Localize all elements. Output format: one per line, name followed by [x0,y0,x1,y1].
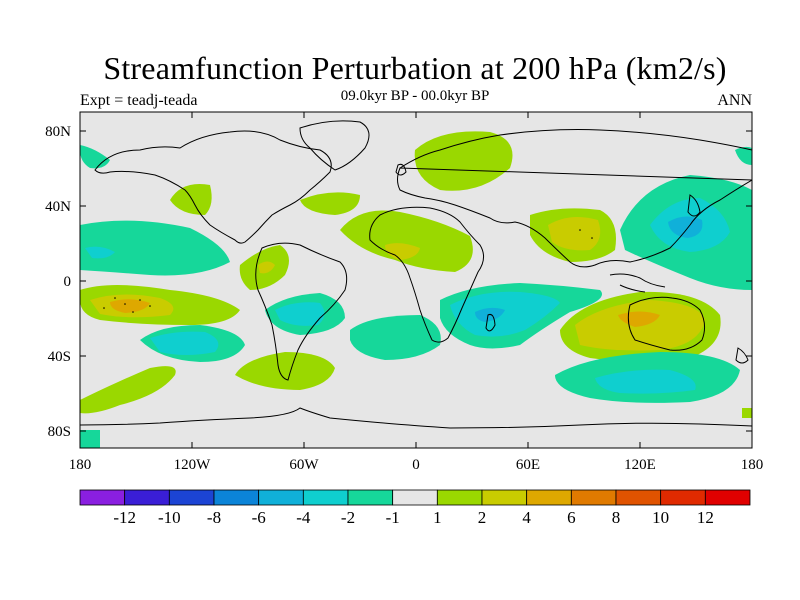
colorbar-label: -1 [386,508,400,527]
colorbar-swatch [481,489,528,506]
colorbar-label: -12 [113,508,136,527]
colorbar-swatch [302,489,349,506]
x-ticks [191,112,641,448]
colorbar-swatch [570,489,617,506]
colorbar-swatch [168,489,215,506]
colorbar-label: -8 [207,508,221,527]
x-label-120w: 120W [174,457,212,473]
colorbar-label: 10 [652,508,669,527]
colorbar-label: 4 [522,508,531,527]
greenland-coast [299,120,370,171]
colorbar-label: 6 [567,508,576,527]
indonesia-coast [609,273,666,293]
colorbar-swatch [436,489,483,506]
colorbar-swatch [79,489,126,506]
colorbar-swatch [704,489,751,506]
colorbar-swatch [347,489,394,506]
uk-coast [395,163,407,176]
colorbar-swatch [258,489,304,506]
significance-stipple [103,229,593,313]
experiment-label: Expt = teadj-teada [80,92,198,109]
y-label-40s: 40S [48,349,71,365]
x-label-120e: 120E [624,457,656,473]
colorbar-label: 8 [612,508,621,527]
x-label-180e: 180 [741,457,764,473]
madagascar-coast [485,314,496,332]
colorbar-label: 1 [433,508,442,527]
coastlines [80,120,752,429]
x-label-180w: 180 [69,457,92,473]
plot-title: Streamfunction Perturbation at 200 hPa (… [103,50,727,86]
contour-field [80,112,752,448]
new-zealand-coast [735,347,749,364]
australia-coast [627,296,706,351]
africa-coast [369,206,484,343]
colorbar-label: -2 [341,508,355,527]
colorbar-label: 12 [697,508,714,527]
south-america-coast [255,242,348,381]
colorbar-label: 2 [478,508,487,527]
y-ticks [80,130,752,432]
x-label-60w: 60W [289,457,319,473]
season-label: ANN [717,92,752,109]
x-label-60e: 60E [516,457,540,473]
contour-layer-neg4-neg6 [475,216,703,322]
colorbar-swatch [124,489,170,506]
colorbar-swatch [392,489,438,506]
x-label-0: 0 [412,457,420,473]
colorbar-swatch [615,489,662,506]
antarctica-coast [80,407,752,429]
colorbar-swatch [526,489,572,506]
colorbar: -12 -10 -8 -6 -4 -2 -1 1 2 4 6 8 10 12 [79,489,751,527]
y-label-80s: 80S [48,424,71,440]
colorbar-label: -10 [158,508,181,527]
colorbar-swatch [213,489,260,506]
y-label-0: 0 [64,274,72,290]
japan-coast [687,194,701,217]
colorbar-swatch [660,489,706,506]
colorbar-label: -4 [296,508,311,527]
y-label-80n: 80N [45,124,71,140]
colorbar-label: -6 [252,508,266,527]
y-label-40n: 40N [45,199,71,215]
time-range-label: 09.0kyr BP - 00.0kyr BP [340,88,490,104]
eurasia-coast [397,129,752,268]
north-america-coast [94,130,332,244]
